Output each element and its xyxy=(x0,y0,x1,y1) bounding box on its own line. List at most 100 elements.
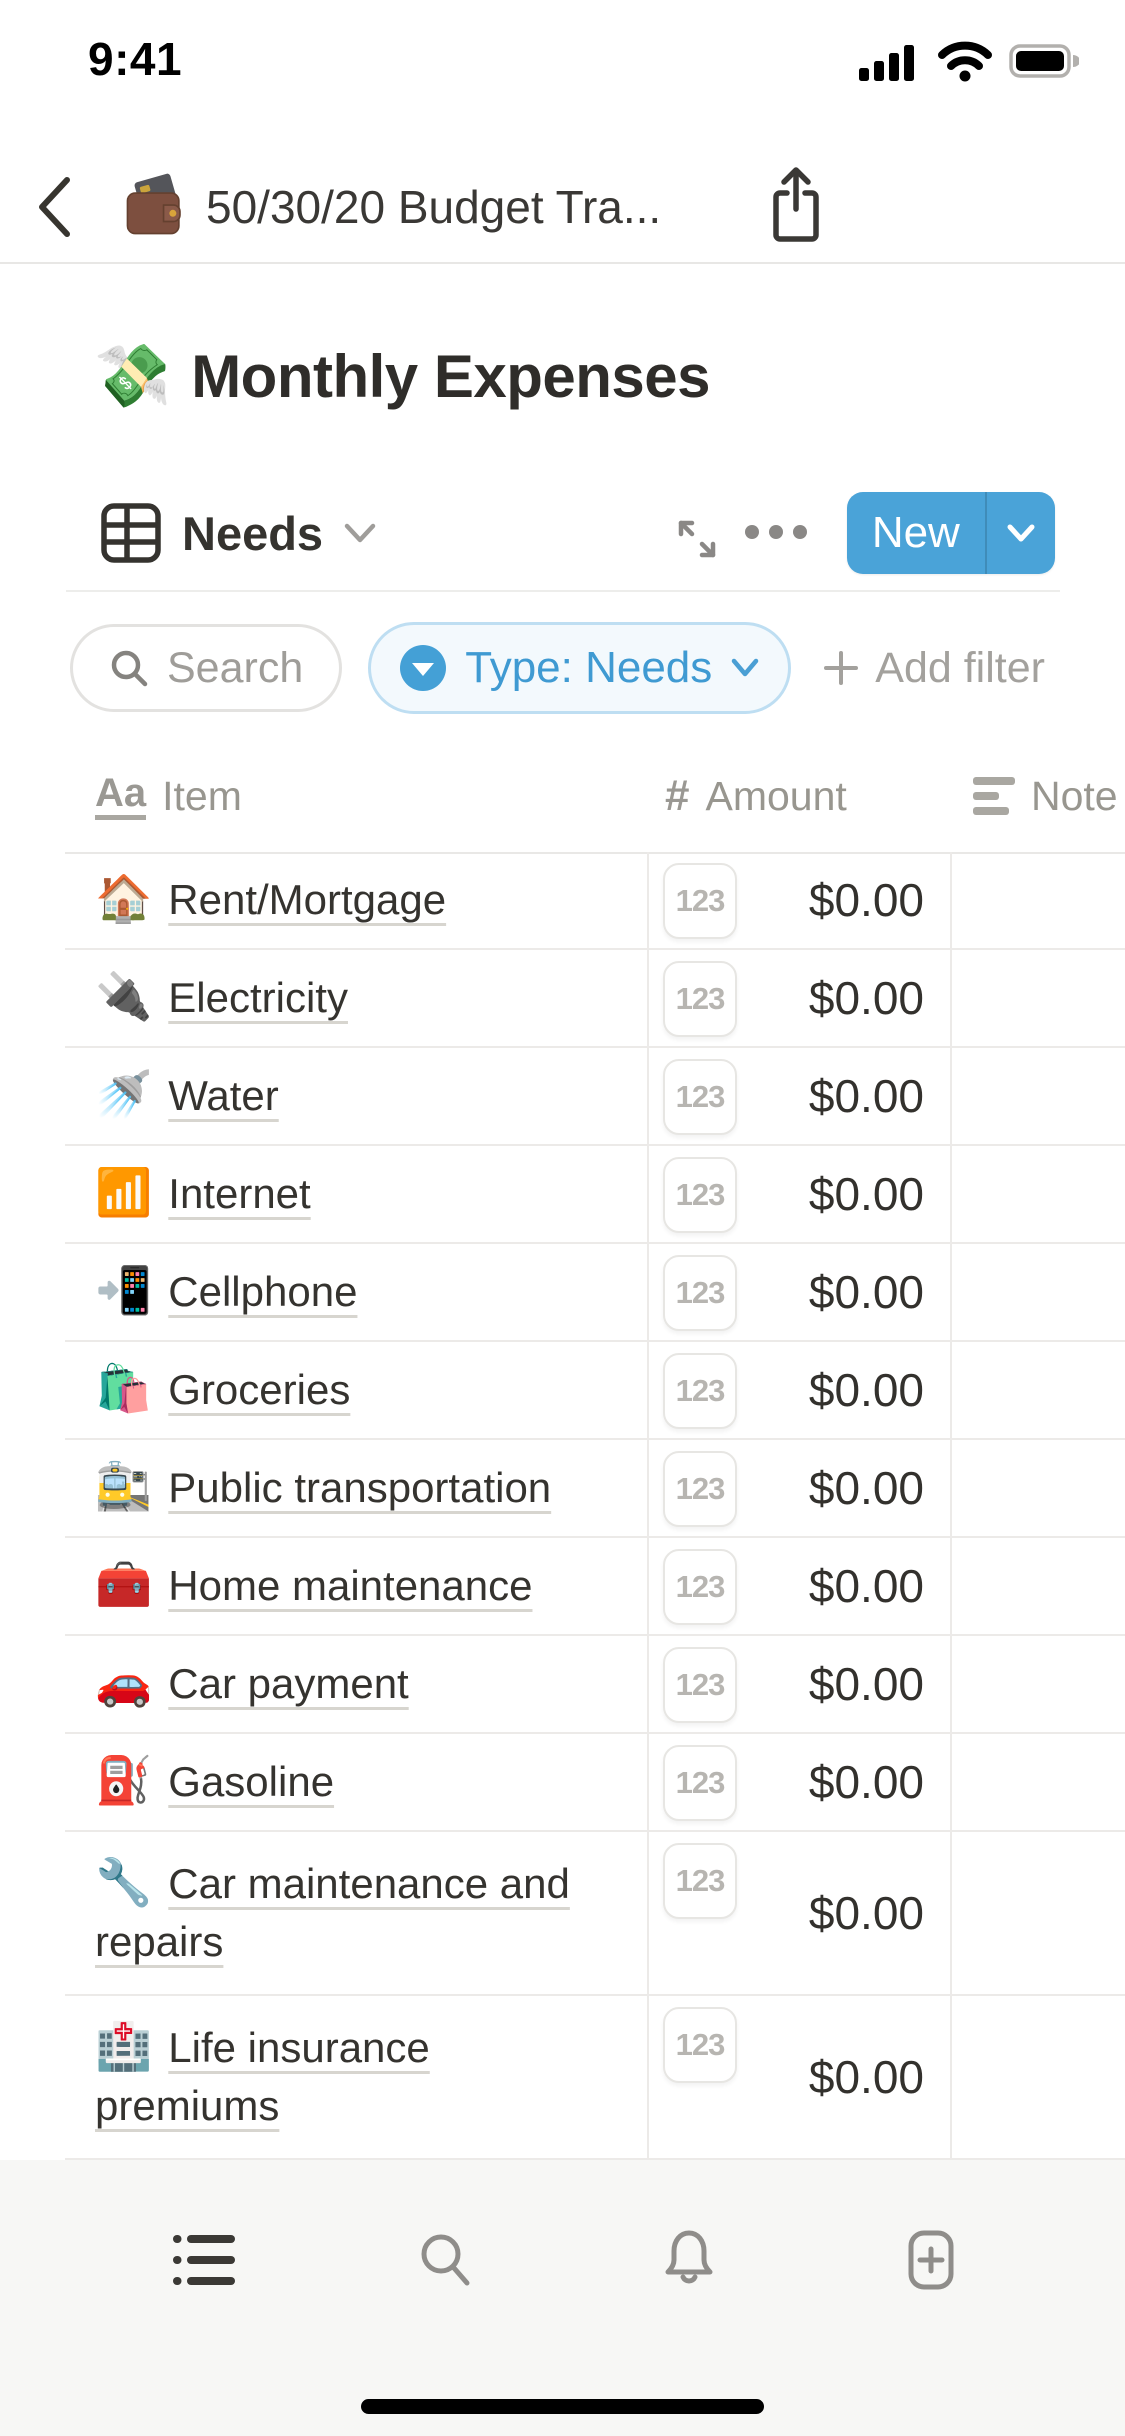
money-with-wings-icon[interactable]: 💸 xyxy=(94,341,172,411)
table-row[interactable]: 🧰 Home maintenance 123 $0.00 xyxy=(65,1538,1125,1636)
note-cell[interactable] xyxy=(950,1440,1125,1536)
more-options-button[interactable] xyxy=(744,524,808,540)
column-header-item[interactable]: Aa Item xyxy=(95,740,242,852)
table-row[interactable]: 🏠 Rent/Mortgage 123 $0.00 xyxy=(65,852,1125,950)
note-cell[interactable] xyxy=(950,1244,1125,1340)
amount-cell[interactable]: 123 $0.00 xyxy=(647,1342,950,1438)
item-cell[interactable]: 🚉 Public transportation xyxy=(65,1440,647,1536)
item-cell[interactable]: 🚿 Water xyxy=(65,1048,647,1144)
note-cell[interactable] xyxy=(950,1636,1125,1732)
search-tab-button[interactable] xyxy=(412,2226,480,2294)
amount-cell[interactable]: 123 $0.00 xyxy=(647,1996,950,2158)
table-row[interactable]: 📶 Internet 123 $0.00 xyxy=(65,1146,1125,1244)
item-cell[interactable]: 📶 Internet xyxy=(65,1146,647,1242)
search-icon xyxy=(415,2228,477,2292)
view-selector[interactable]: Needs xyxy=(100,500,377,566)
column-label: Item xyxy=(162,772,242,819)
text-lines-icon xyxy=(973,777,1015,815)
amount-cell[interactable]: 123 $0.00 xyxy=(647,1146,950,1242)
column-header-amount[interactable]: # Amount xyxy=(665,740,847,852)
note-cell[interactable] xyxy=(950,1342,1125,1438)
note-cell[interactable] xyxy=(950,1146,1125,1242)
note-cell[interactable] xyxy=(950,950,1125,1046)
table-row[interactable]: 🔌 Electricity 123 $0.00 xyxy=(65,950,1125,1048)
item-link[interactable]: Home maintenance xyxy=(168,1562,533,1609)
item-cell[interactable]: 🔌 Electricity xyxy=(65,950,647,1046)
search-button[interactable]: Search xyxy=(70,624,343,712)
table-row[interactable]: 🔧 Car maintenance and repairs 123 $0.00 xyxy=(65,1832,1125,1996)
amount-cell[interactable]: 123 $0.00 xyxy=(647,1538,950,1634)
new-button[interactable]: New xyxy=(847,492,985,574)
item-link[interactable]: Groceries xyxy=(168,1366,351,1413)
new-button-dropdown[interactable] xyxy=(984,492,1055,574)
home-indicator[interactable] xyxy=(361,2399,764,2414)
item-cell[interactable]: 📲 Cellphone xyxy=(65,1244,647,1340)
item-link[interactable]: Internet xyxy=(168,1170,311,1217)
amount-cell[interactable]: 123 $0.00 xyxy=(647,950,950,1046)
number-type-badge: 123 xyxy=(663,1549,737,1625)
note-cell[interactable] xyxy=(950,1996,1125,2158)
share-button[interactable] xyxy=(768,160,830,252)
item-cell[interactable]: 🏥 Life insurance premiums xyxy=(65,1996,647,2158)
number-type-badge: 123 xyxy=(663,2007,737,2083)
table-row[interactable]: 🛍️ Groceries 123 $0.00 xyxy=(65,1342,1125,1440)
item-link[interactable]: Cellphone xyxy=(168,1268,358,1315)
amount-value: $0.00 xyxy=(808,1462,924,1514)
item-cell[interactable]: 🏠 Rent/Mortgage xyxy=(65,852,647,948)
item-link[interactable]: Rent/Mortgage xyxy=(168,876,447,923)
cellular-signal-icon xyxy=(859,41,921,81)
table-row[interactable]: 🚿 Water 123 $0.00 xyxy=(65,1048,1125,1146)
item-cell[interactable]: 🛍️ Groceries xyxy=(65,1342,647,1438)
number-type-badge: 123 xyxy=(663,1157,737,1233)
row-emoji-icon: 🚿 xyxy=(95,1068,153,1120)
table-row[interactable]: 🚉 Public transportation 123 $0.00 xyxy=(65,1440,1125,1538)
column-divider xyxy=(950,852,952,2160)
item-link[interactable]: Water xyxy=(168,1072,279,1119)
back-button[interactable] xyxy=(34,172,86,242)
chevron-down-icon xyxy=(343,521,377,545)
amount-cell[interactable]: 123 $0.00 xyxy=(647,1636,950,1732)
wallet-icon xyxy=(122,158,192,250)
item-cell[interactable]: ⛽ Gasoline xyxy=(65,1734,647,1830)
row-emoji-icon: 🚗 xyxy=(95,1656,153,1708)
type-filter-chip[interactable]: Type: Needs xyxy=(368,622,792,714)
amount-cell[interactable]: 123 $0.00 xyxy=(647,1832,950,1994)
amount-cell[interactable]: 123 $0.00 xyxy=(647,1048,950,1144)
expand-view-button[interactable] xyxy=(672,514,722,564)
note-cell[interactable] xyxy=(950,852,1125,948)
table-row[interactable]: 📲 Cellphone 123 $0.00 xyxy=(65,1244,1125,1342)
status-icons xyxy=(859,40,1079,82)
page-title[interactable]: Monthly Expenses xyxy=(191,343,710,410)
note-cell[interactable] xyxy=(950,1538,1125,1634)
chevron-left-icon xyxy=(34,174,74,240)
amount-cell[interactable]: 123 $0.00 xyxy=(647,1244,950,1340)
item-link[interactable]: Gasoline xyxy=(168,1758,335,1805)
amount-value: $0.00 xyxy=(808,1560,924,1612)
table-row[interactable]: ⛽ Gasoline 123 $0.00 xyxy=(65,1734,1125,1832)
item-link[interactable]: Public transportation xyxy=(168,1464,552,1511)
note-cell[interactable] xyxy=(950,1832,1125,1994)
amount-cell[interactable]: 123 $0.00 xyxy=(647,1440,950,1536)
item-cell[interactable]: 🧰 Home maintenance xyxy=(65,1538,647,1634)
item-link[interactable]: Car payment xyxy=(168,1660,409,1707)
amount-value: $0.00 xyxy=(808,1266,924,1318)
item-cell[interactable]: 🚗 Car payment xyxy=(65,1636,647,1732)
item-cell[interactable]: 🔧 Car maintenance and repairs xyxy=(65,1832,647,1994)
create-page-tab-button[interactable] xyxy=(897,2226,965,2294)
table-row[interactable]: 🏥 Life insurance premiums 123 $0.00 xyxy=(65,1996,1125,2160)
filter-bar: Search Type: Needs Add filter xyxy=(70,622,1045,714)
notifications-tab-button[interactable] xyxy=(655,2226,723,2294)
amount-cell[interactable]: 123 $0.00 xyxy=(647,852,950,948)
table-row[interactable]: 🚗 Car payment 123 $0.00 xyxy=(65,1636,1125,1734)
list-menu-icon xyxy=(171,2229,237,2291)
amount-cell[interactable]: 123 $0.00 xyxy=(647,1734,950,1830)
add-filter-button[interactable]: Add filter xyxy=(823,644,1045,693)
note-cell[interactable] xyxy=(950,1048,1125,1144)
item-link[interactable]: Life insurance premiums xyxy=(95,2024,430,2129)
column-header-note[interactable]: Note xyxy=(973,740,1118,852)
home-tab-button[interactable] xyxy=(170,2226,238,2294)
item-link[interactable]: Car maintenance and repairs xyxy=(95,1860,570,1965)
note-cell[interactable] xyxy=(950,1734,1125,1830)
item-link[interactable]: Electricity xyxy=(168,974,348,1021)
